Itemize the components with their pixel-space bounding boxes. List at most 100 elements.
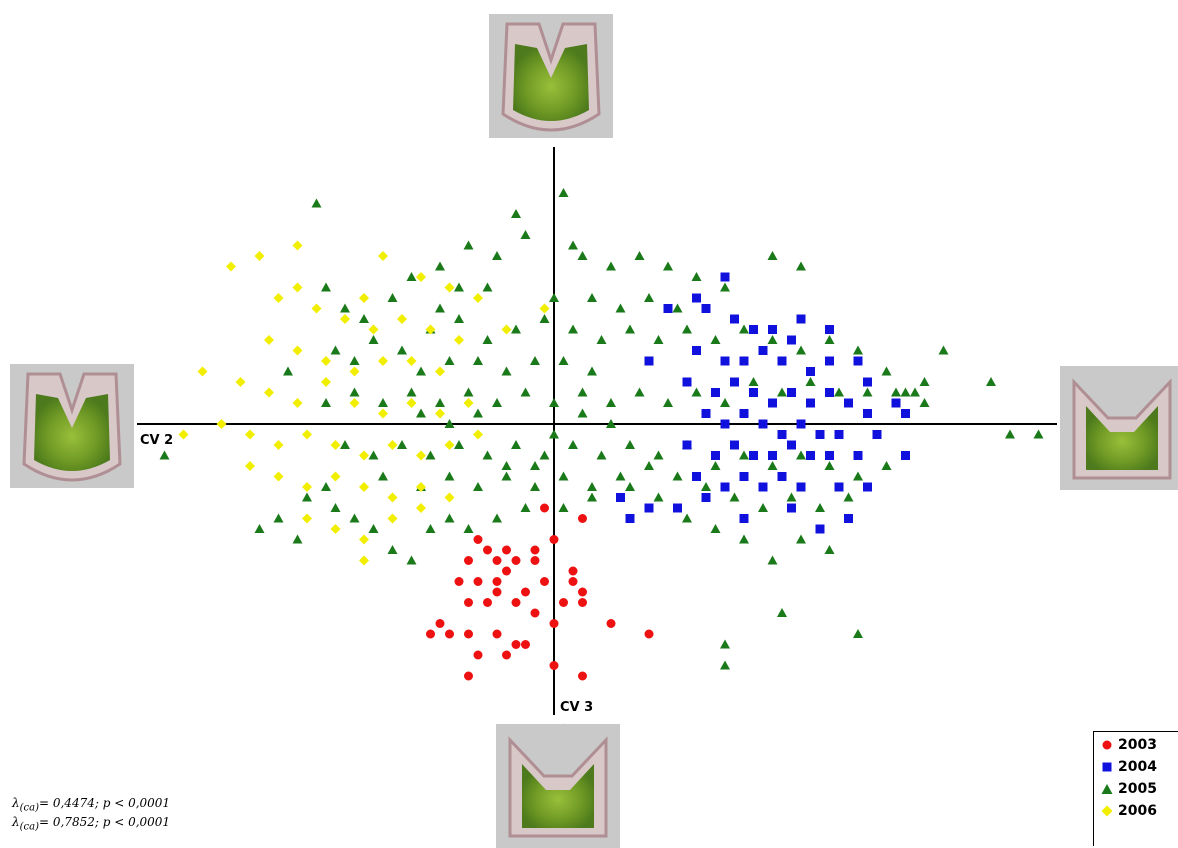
data-point-2005 xyxy=(349,356,360,365)
data-point-2005 xyxy=(824,461,835,470)
data-point-2005 xyxy=(853,345,863,355)
data-point-2005 xyxy=(492,513,502,523)
data-point-2005 xyxy=(720,398,730,407)
data-point-2004 xyxy=(806,398,815,408)
data-point-2005 xyxy=(881,366,892,376)
data-point-2004 xyxy=(815,524,825,534)
data-point-2004 xyxy=(682,440,692,450)
data-point-2005 xyxy=(587,293,597,302)
data-point-2004 xyxy=(825,388,834,397)
data-point-2005 xyxy=(444,356,455,365)
data-point-2005 xyxy=(397,440,407,449)
data-point-2006 xyxy=(463,398,474,408)
data-point-2005 xyxy=(758,503,768,512)
data-point-2005 xyxy=(492,398,502,407)
data-point-2004 xyxy=(663,304,673,313)
data-point-2006 xyxy=(273,471,284,482)
data-point-2003 xyxy=(464,671,473,681)
y-axis-label: CV 3 xyxy=(560,700,594,715)
data-point-2005 xyxy=(843,492,854,502)
data-point-2005 xyxy=(406,387,417,397)
data-point-2006 xyxy=(397,314,407,324)
data-point-2005 xyxy=(672,471,683,481)
data-point-2004 xyxy=(853,356,863,366)
data-point-2004 xyxy=(730,314,739,324)
data-point-2005 xyxy=(568,440,578,449)
data-point-2004 xyxy=(863,482,872,492)
data-point-2005 xyxy=(482,335,493,344)
data-point-2006 xyxy=(444,492,455,503)
data-point-2004 xyxy=(834,482,844,492)
shape-image-top xyxy=(489,14,613,138)
data-point-2006 xyxy=(425,324,436,335)
data-point-2005 xyxy=(834,387,844,397)
data-point-2005 xyxy=(349,387,360,397)
data-point-2005 xyxy=(815,503,825,512)
data-point-2005 xyxy=(568,324,578,334)
data-point-2006 xyxy=(264,335,274,345)
data-point-2006 xyxy=(264,387,274,398)
desmid-cell-shape-icon xyxy=(501,22,601,132)
data-point-2006 xyxy=(302,482,312,492)
data-point-2006 xyxy=(254,251,265,261)
data-point-2005 xyxy=(511,440,521,449)
data-point-2005 xyxy=(549,429,559,439)
data-point-2005 xyxy=(378,471,388,481)
data-point-2005 xyxy=(425,450,436,460)
data-point-2005 xyxy=(463,240,474,250)
data-point-2005 xyxy=(587,482,597,491)
legend-item-2003: 2003 xyxy=(1100,734,1157,756)
data-point-2005 xyxy=(302,492,312,502)
data-point-2005 xyxy=(577,251,588,260)
legend-label: 2004 xyxy=(1118,759,1157,775)
data-point-2004 xyxy=(644,503,654,513)
data-point-2004 xyxy=(720,272,730,282)
data-point-2005 xyxy=(283,366,293,376)
data-point-2005 xyxy=(720,639,730,649)
data-point-2005 xyxy=(435,398,445,407)
data-point-2006 xyxy=(349,398,360,408)
x-axis-label: CV 2 xyxy=(140,433,174,448)
data-point-2003 xyxy=(606,619,616,628)
data-point-2003 xyxy=(464,556,473,565)
data-point-2005 xyxy=(739,324,749,334)
data-point-2004 xyxy=(768,325,777,334)
data-point-2005 xyxy=(739,450,749,460)
data-point-2003 xyxy=(521,587,530,597)
data-point-2005 xyxy=(349,513,360,523)
data-point-2003 xyxy=(464,598,473,607)
lambda-symbol: λ xyxy=(12,796,20,810)
data-point-2004 xyxy=(777,356,787,366)
data-point-2006 xyxy=(539,303,550,314)
data-point-2006 xyxy=(359,534,369,545)
data-point-2005 xyxy=(511,209,521,218)
data-point-2005 xyxy=(720,660,730,670)
data-point-2005 xyxy=(311,198,322,208)
data-point-2005 xyxy=(558,471,569,481)
data-point-2006 xyxy=(273,293,284,303)
data-point-2004 xyxy=(825,356,834,366)
data-point-2006 xyxy=(178,429,189,440)
data-point-2005 xyxy=(539,450,550,460)
data-point-2005 xyxy=(406,555,417,565)
data-point-2003 xyxy=(492,556,502,565)
data-point-2005 xyxy=(796,534,806,544)
data-point-2006 xyxy=(416,450,426,461)
data-point-2004 xyxy=(644,356,654,366)
data-point-2005 xyxy=(435,261,445,271)
data-point-2004 xyxy=(825,451,834,460)
data-point-2006 xyxy=(359,482,369,492)
data-point-2004 xyxy=(749,325,758,334)
data-point-2005 xyxy=(416,408,426,418)
data-point-2005 xyxy=(796,345,806,355)
data-point-2005 xyxy=(682,324,692,334)
legend-item-2005: 2005 xyxy=(1100,778,1157,800)
p-value: p < 0,0001 xyxy=(102,796,171,810)
data-point-2003 xyxy=(511,598,521,607)
square-marker-icon xyxy=(1100,760,1114,774)
data-point-2006 xyxy=(245,429,255,440)
data-point-2005 xyxy=(786,492,797,502)
data-point-2006 xyxy=(416,482,426,492)
data-point-2005 xyxy=(853,471,863,481)
data-point-2005 xyxy=(406,272,417,281)
